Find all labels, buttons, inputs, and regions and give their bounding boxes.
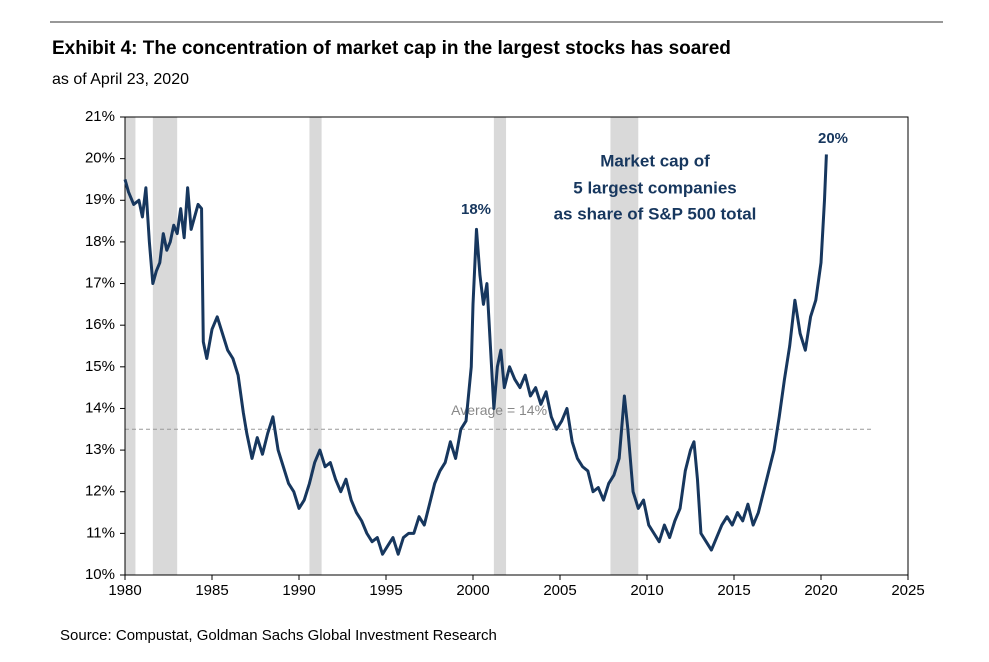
- y-tick-label: 10%: [85, 566, 115, 583]
- peak-label: 18%: [461, 201, 491, 218]
- chart-title: Exhibit 4: The concentration of market c…: [52, 38, 731, 59]
- chart-subtitle: as of April 23, 2020: [52, 71, 189, 88]
- x-tick-label: 1995: [369, 582, 402, 599]
- y-tick-label: 19%: [85, 191, 115, 208]
- average-label: Average = 14%: [451, 402, 547, 418]
- y-tick-label: 17%: [85, 275, 115, 292]
- annotation: Market cap of: [600, 151, 710, 170]
- x-tick-label: 2005: [543, 582, 576, 599]
- recession-band: [610, 117, 639, 575]
- x-tick-label: 1985: [195, 582, 228, 599]
- x-tick-label: 2000: [456, 582, 489, 599]
- x-tick-label: 2010: [630, 582, 663, 599]
- data-line: [123, 154, 828, 556]
- recession-band: [309, 117, 322, 575]
- x-tick-label: 1990: [282, 582, 315, 599]
- annotation: 5 largest companies: [573, 178, 736, 197]
- y-tick-label: 18%: [85, 233, 115, 250]
- y-tick-label: 21%: [85, 108, 115, 125]
- y-tick-label: 20%: [85, 150, 115, 167]
- annotation: as share of S&P 500 total: [554, 204, 757, 223]
- y-tick-label: 14%: [85, 399, 115, 416]
- x-tick-label: 2025: [891, 582, 924, 599]
- x-tick-label: 1980: [108, 582, 141, 599]
- peak-label: 20%: [818, 130, 848, 147]
- x-tick-label: 2020: [804, 582, 837, 599]
- x-tick-label: 2015: [717, 582, 750, 599]
- recession-band: [125, 117, 136, 575]
- y-tick-label: 12%: [85, 483, 115, 500]
- y-tick-label: 11%: [86, 524, 115, 541]
- y-tick-label: 15%: [85, 358, 115, 375]
- source: Source: Compustat, Goldman Sachs Global …: [60, 627, 497, 644]
- y-tick-label: 16%: [85, 316, 115, 333]
- y-tick-label: 13%: [85, 441, 115, 458]
- plot-frame: [124, 116, 909, 576]
- recession-band: [152, 117, 178, 575]
- recession-band: [493, 117, 507, 575]
